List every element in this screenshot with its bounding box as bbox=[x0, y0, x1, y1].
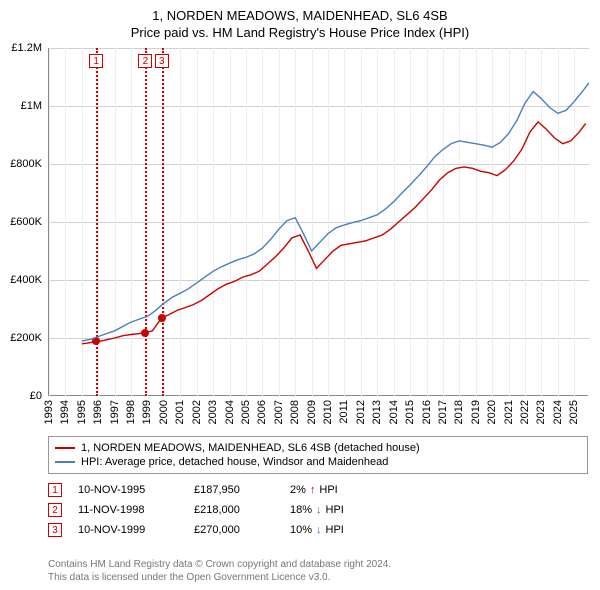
x-axis-label: 2020 bbox=[486, 400, 498, 440]
arrow-up-icon: ↑ bbox=[310, 484, 316, 496]
x-axis-label: 1998 bbox=[125, 400, 137, 440]
x-axis-label: 2008 bbox=[289, 400, 301, 440]
x-axis-label: 2019 bbox=[470, 400, 482, 440]
sale-marker-badge: 3 bbox=[48, 523, 62, 537]
sale-price: £187,950 bbox=[194, 484, 274, 496]
series-hpi bbox=[82, 83, 589, 341]
x-axis-label: 2016 bbox=[421, 400, 433, 440]
series-house bbox=[82, 122, 586, 344]
x-axis-label: 2002 bbox=[191, 400, 203, 440]
legend: 1, NORDEN MEADOWS, MAIDENHEAD, SL6 4SB (… bbox=[48, 436, 588, 474]
y-axis-label: £1M bbox=[0, 100, 42, 112]
page-subtitle: Price paid vs. HM Land Registry's House … bbox=[0, 23, 600, 44]
x-axis-label: 2018 bbox=[453, 400, 465, 440]
footer-attribution: Contains HM Land Registry data © Crown c… bbox=[48, 558, 588, 584]
y-axis-label: £400K bbox=[0, 274, 42, 286]
x-axis-label: 2011 bbox=[338, 400, 350, 440]
x-axis-label: 2000 bbox=[158, 400, 170, 440]
x-axis-label: 2012 bbox=[355, 400, 367, 440]
x-axis-label: 1997 bbox=[109, 400, 121, 440]
x-axis-label: 2014 bbox=[388, 400, 400, 440]
y-axis-label: £800K bbox=[0, 158, 42, 170]
footer-line1: Contains HM Land Registry data © Crown c… bbox=[48, 558, 588, 571]
sale-row: 1 10-NOV-1995 £187,950 2%↑HPI bbox=[48, 480, 588, 500]
x-axis-label: 2005 bbox=[240, 400, 252, 440]
x-axis-label: 2010 bbox=[322, 400, 334, 440]
x-axis-label: 1999 bbox=[141, 400, 153, 440]
legend-swatch bbox=[55, 461, 75, 463]
x-axis-label: 2021 bbox=[503, 400, 515, 440]
x-axis-label: 2003 bbox=[207, 400, 219, 440]
x-axis-label: 2001 bbox=[174, 400, 186, 440]
page-title: 1, NORDEN MEADOWS, MAIDENHEAD, SL6 4SB bbox=[0, 0, 600, 23]
sale-price: £218,000 bbox=[194, 504, 274, 516]
x-axis-label: 2024 bbox=[552, 400, 564, 440]
x-axis-label: 2023 bbox=[535, 400, 547, 440]
sale-marker-badge: 1 bbox=[48, 483, 62, 497]
x-axis-label: 2013 bbox=[371, 400, 383, 440]
x-axis-label: 2006 bbox=[256, 400, 268, 440]
sale-delta: 2%↑HPI bbox=[290, 484, 338, 496]
sale-date: 10-NOV-1995 bbox=[78, 484, 178, 496]
x-axis-label: 1995 bbox=[76, 400, 88, 440]
x-axis-label: 2004 bbox=[224, 400, 236, 440]
x-axis-label: 2025 bbox=[568, 400, 580, 440]
legend-swatch bbox=[55, 447, 75, 449]
x-axis-label: 2009 bbox=[306, 400, 318, 440]
legend-label: 1, NORDEN MEADOWS, MAIDENHEAD, SL6 4SB (… bbox=[81, 442, 420, 454]
x-axis-label: 1996 bbox=[92, 400, 104, 440]
sale-row: 2 11-NOV-1998 £218,000 18%↓HPI bbox=[48, 500, 588, 520]
sale-row: 3 10-NOV-1999 £270,000 10%↓HPI bbox=[48, 520, 588, 540]
x-axis-label: 2015 bbox=[404, 400, 416, 440]
x-axis-label: 1993 bbox=[43, 400, 55, 440]
legend-item: HPI: Average price, detached house, Wind… bbox=[55, 455, 581, 469]
legend-label: HPI: Average price, detached house, Wind… bbox=[81, 456, 388, 468]
sale-date: 11-NOV-1998 bbox=[78, 504, 178, 516]
sale-delta: 18%↓HPI bbox=[290, 504, 344, 516]
y-axis-label: £600K bbox=[0, 216, 42, 228]
arrow-down-icon: ↓ bbox=[316, 524, 322, 536]
footer-line2: This data is licensed under the Open Gov… bbox=[48, 571, 588, 584]
sales-list: 1 10-NOV-1995 £187,950 2%↑HPI 2 11-NOV-1998 £2… bbox=[48, 480, 588, 540]
x-axis-label: 2022 bbox=[519, 400, 531, 440]
x-axis-label: 2007 bbox=[273, 400, 285, 440]
sale-date: 10-NOV-1999 bbox=[78, 524, 178, 536]
sale-delta: 10%↓HPI bbox=[290, 524, 344, 536]
y-axis-label: £200K bbox=[0, 332, 42, 344]
sale-marker-badge: 2 bbox=[48, 503, 62, 517]
arrow-down-icon: ↓ bbox=[316, 504, 322, 516]
price-chart: £0£200K£400K£600K£800K£1M£1.2M1993199419… bbox=[48, 48, 588, 396]
y-axis-label: £1.2M bbox=[0, 42, 42, 54]
x-axis-label: 2017 bbox=[437, 400, 449, 440]
y-axis-label: £0 bbox=[0, 390, 42, 402]
legend-item: 1, NORDEN MEADOWS, MAIDENHEAD, SL6 4SB (… bbox=[55, 441, 581, 455]
sale-price: £270,000 bbox=[194, 524, 274, 536]
x-axis-label: 1994 bbox=[59, 400, 71, 440]
